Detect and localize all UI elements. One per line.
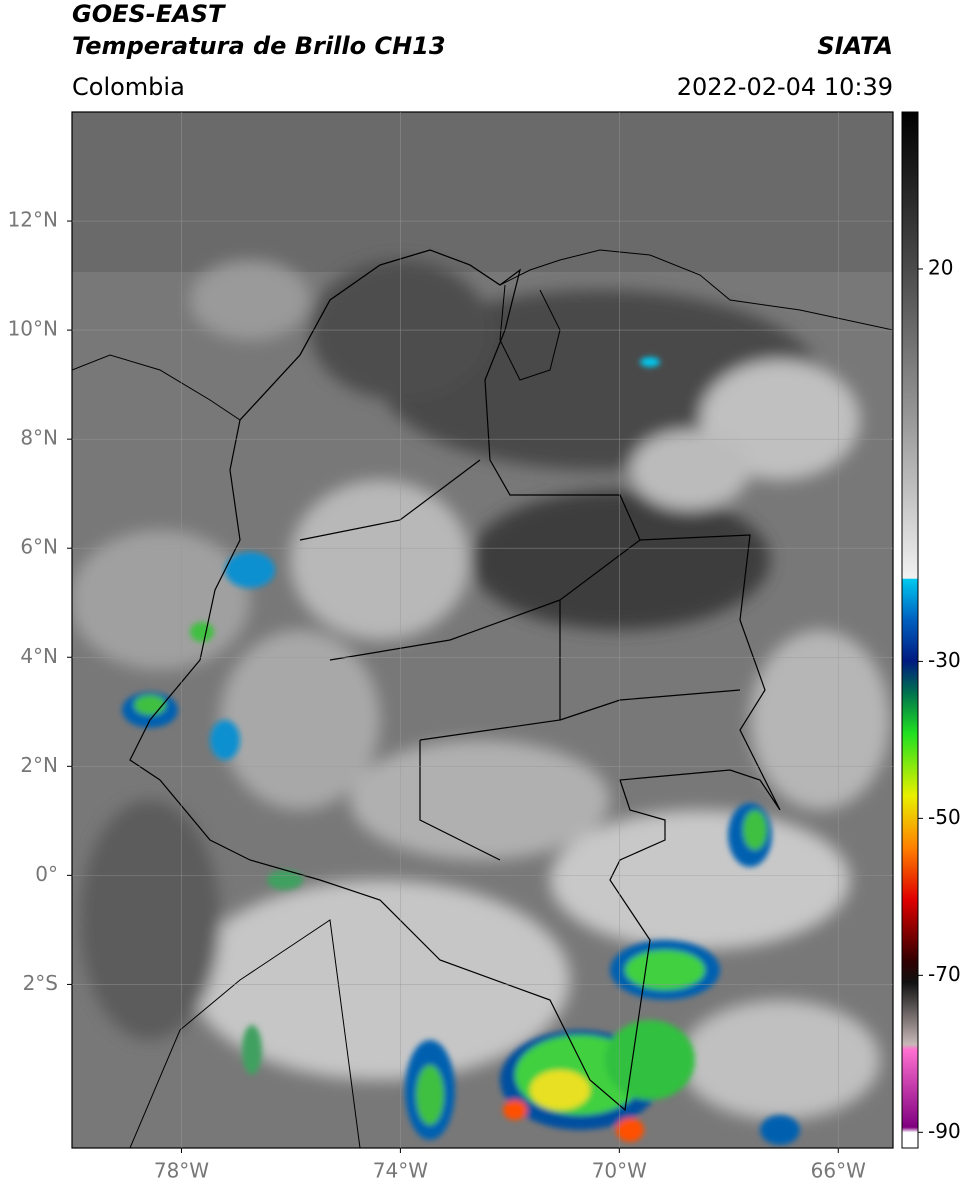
map-frame <box>71 111 894 1149</box>
colorbar-tick-label: -90 <box>928 1119 961 1143</box>
colorbar-tick-label: -50 <box>928 805 961 829</box>
lon-tick-label: 70°W <box>592 1159 647 1183</box>
satellite-title: GOES-EAST <box>72 0 226 28</box>
lon-tick-label: 66°W <box>811 1159 866 1183</box>
lat-tick-label: 10°N <box>8 317 58 341</box>
graticule <box>72 112 893 1148</box>
source-label: SIATA <box>817 32 893 60</box>
colorbar-tick-label: -70 <box>928 962 961 986</box>
colorbar-tick-label: -30 <box>928 648 961 672</box>
product-title: Temperatura de Brillo CH13 <box>72 32 446 60</box>
lat-tick-label: 2°N <box>20 753 58 777</box>
lat-tick-label: 8°N <box>20 426 58 450</box>
lat-tick-label: 0° <box>35 862 58 886</box>
lon-tick-label: 78°W <box>154 1159 209 1183</box>
colorbar <box>901 111 919 1149</box>
lon-tick-label: 74°W <box>373 1159 428 1183</box>
lat-tick-label: 2°S <box>23 971 58 995</box>
datetime-label: 2022-02-04 10:39 <box>677 73 893 101</box>
satellite-image <box>72 112 893 1148</box>
lat-tick-label: 4°N <box>20 644 58 668</box>
region-label: Colombia <box>72 73 185 101</box>
colorbar-tick-label: 20 <box>928 255 953 279</box>
lat-tick-label: 6°N <box>20 535 58 559</box>
lat-tick-label: 12°N <box>8 208 58 232</box>
